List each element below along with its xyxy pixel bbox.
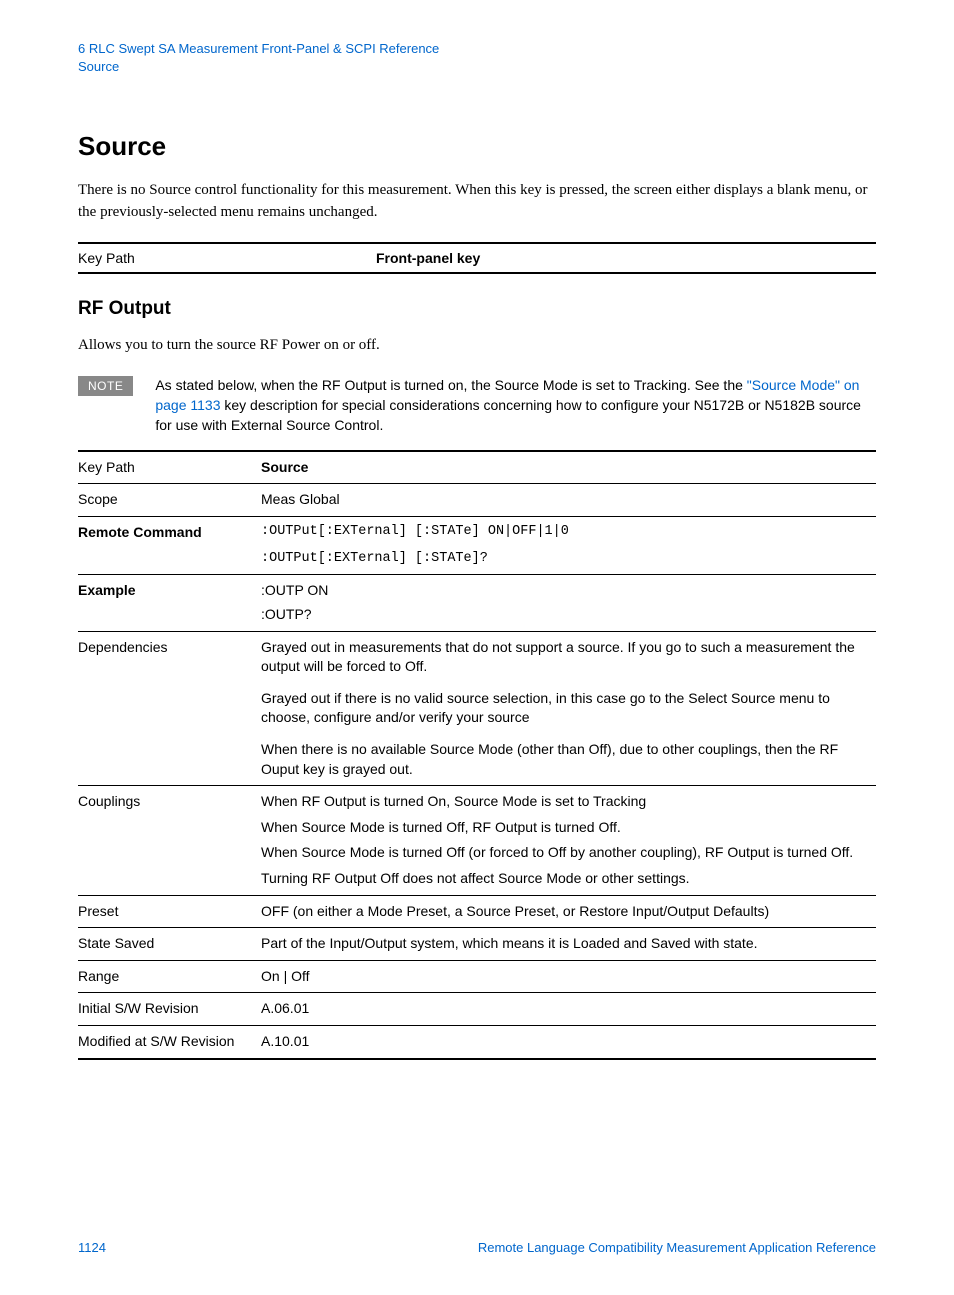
row-preset-value: OFF (on either a Mode Preset, a Source P…: [261, 895, 876, 928]
breadcrumb: Source: [78, 58, 876, 76]
row-range-value: On | Off: [261, 960, 876, 993]
row-remote-label: Remote Command: [78, 516, 261, 575]
row-example-label: Example: [78, 575, 261, 631]
note-pre-text: As stated below, when the RF Output is t…: [155, 377, 746, 393]
page-number: 1124: [78, 1240, 106, 1255]
keypath-bar: Key Path Front-panel key: [78, 242, 876, 274]
coupling-line1: When RF Output is turned On, Source Mode…: [261, 792, 876, 812]
row-initialsw-value: A.06.01: [261, 993, 876, 1026]
row-modifiedsw-value: A.10.01: [261, 1025, 876, 1058]
footer-doc-title: Remote Language Compatibility Measuremen…: [478, 1240, 876, 1255]
subsection-title-rf-output: RF Output: [78, 298, 876, 320]
row-couplings-label: Couplings: [78, 786, 261, 895]
keypath-label: Key Path: [78, 250, 376, 266]
dep-block-1: Grayed out in measurements that do not s…: [261, 638, 876, 677]
coupling-line3: When Source Mode is turned Off (or force…: [261, 843, 876, 863]
row-remote-value: :OUTPut[:EXTernal] [:STATe] ON|OFF|1|0 :…: [261, 516, 876, 575]
remote-cmd-line1: :OUTPut[:EXTernal] [:STATe] ON|OFF|1|0: [261, 523, 876, 542]
coupling-line4: Turning RF Output Off does not affect So…: [261, 869, 876, 889]
section-title-source: Source: [78, 131, 876, 162]
note-text: As stated below, when the RF Output is t…: [155, 375, 876, 436]
dep-block-3: When there is no available Source Mode (…: [261, 740, 876, 779]
row-scope-label: Scope: [78, 484, 261, 517]
example-line1: :OUTP ON: [261, 581, 876, 601]
row-dependencies-label: Dependencies: [78, 631, 261, 786]
rf-output-intro: Allows you to turn the source RF Power o…: [78, 335, 876, 357]
row-example-value: :OUTP ON :OUTP?: [261, 575, 876, 631]
row-scope-value: Meas Global: [261, 484, 876, 517]
row-statesaved-value: Part of the Input/Output system, which m…: [261, 928, 876, 961]
remote-cmd-line2: :OUTPut[:EXTernal] [:STATe]?: [261, 550, 876, 569]
row-keypath-label: Key Path: [78, 451, 261, 484]
keypath-value: Front-panel key: [376, 250, 480, 266]
coupling-line2: When Source Mode is turned Off, RF Outpu…: [261, 818, 876, 838]
note-box: NOTE As stated below, when the RF Output…: [78, 375, 876, 436]
row-preset-label: Preset: [78, 895, 261, 928]
row-statesaved-label: State Saved: [78, 928, 261, 961]
note-badge: NOTE: [78, 376, 133, 396]
row-modifiedsw-label: Modified at S/W Revision: [78, 1025, 261, 1058]
row-range-label: Range: [78, 960, 261, 993]
page-footer: 1124 Remote Language Compatibility Measu…: [78, 1240, 876, 1255]
row-couplings-value: When RF Output is turned On, Source Mode…: [261, 786, 876, 895]
row-dependencies-value: Grayed out in measurements that do not s…: [261, 631, 876, 786]
row-keypath-value: Source: [261, 451, 876, 484]
chapter-header: 6 RLC Swept SA Measurement Front-Panel &…: [78, 40, 876, 58]
rf-output-param-table: Key Path Source Scope Meas Global Remote…: [78, 450, 876, 1060]
source-intro-text: There is no Source control functionality…: [78, 180, 876, 224]
row-initialsw-label: Initial S/W Revision: [78, 993, 261, 1026]
dep-block-2: Grayed out if there is no valid source s…: [261, 689, 876, 728]
note-post-text: key description for special consideratio…: [155, 397, 861, 433]
example-line2: :OUTP?: [261, 605, 876, 625]
